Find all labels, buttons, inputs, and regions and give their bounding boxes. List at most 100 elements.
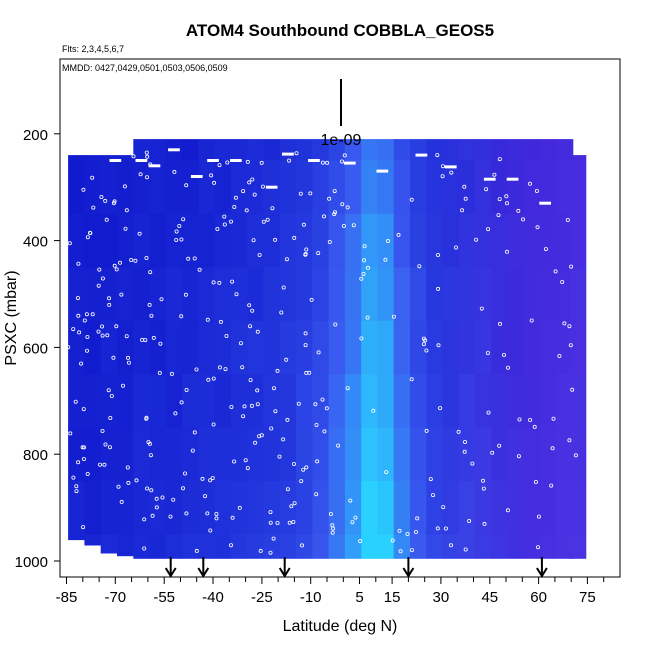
sample-marker: [304, 370, 309, 375]
sample-marker: [350, 520, 355, 525]
sample-marker: [124, 208, 129, 213]
heatmap-cell: [475, 267, 492, 322]
heatmap-cell: [198, 427, 216, 482]
heatmap-cell: [377, 374, 395, 428]
heatmap-cell: [100, 427, 118, 482]
heatmap-cell: [377, 267, 395, 322]
sample-marker: [562, 321, 567, 326]
heatmap-cell: [312, 374, 330, 428]
sample-marker: [172, 169, 177, 174]
sample-marker: [351, 223, 356, 228]
sample-marker: [209, 173, 214, 178]
heatmap-cell: [410, 427, 427, 482]
heatmap-cell: [556, 534, 574, 559]
heatmap-cell: [230, 213, 248, 268]
heatmap-cell: [279, 139, 297, 161]
heatmap-cell: [540, 374, 557, 428]
sample-marker: [535, 225, 540, 230]
sample-marker: [481, 486, 486, 491]
heatmap-cell: [410, 267, 427, 322]
heatmap-cell: [198, 213, 216, 268]
heatmap-cell: [296, 320, 313, 375]
y-tick-label: 600: [23, 340, 48, 357]
heatmap-cell: [133, 160, 151, 215]
sample-marker: [138, 172, 143, 177]
heatmap-cell: [133, 534, 151, 559]
dates-note: MMDD: 0427,0429,0501,0503,0506,0509: [62, 63, 228, 73]
flight-arrows: [164, 557, 548, 578]
heatmap-cell: [426, 139, 444, 161]
heatmap-cell: [117, 213, 134, 268]
heatmap-cell: [165, 534, 183, 559]
sample-marker: [228, 543, 233, 548]
heatmap-cell: [263, 534, 281, 559]
sample-marker: [81, 187, 86, 192]
heatmap-cell: [524, 213, 541, 268]
heatmap-cell: [328, 374, 346, 428]
sample-marker: [303, 252, 308, 257]
sample-marker: [81, 456, 86, 461]
heatmap-cell: [296, 427, 313, 482]
heatmap-cell: [149, 213, 167, 268]
sample-marker: [255, 402, 260, 407]
heatmap-cell: [68, 160, 85, 215]
sample-marker: [322, 429, 327, 434]
sample-marker: [405, 532, 410, 537]
heatmap-cell: [524, 160, 541, 215]
heatmap-cell: [214, 139, 232, 161]
heatmap-cell: [410, 160, 427, 215]
heatmap-cell: [165, 427, 183, 482]
sample-marker: [332, 212, 337, 217]
x-tick-label: -70: [104, 589, 126, 606]
sample-marker: [169, 371, 174, 376]
sample-marker: [224, 333, 229, 338]
sample-marker: [184, 387, 189, 392]
sample-marker: [336, 443, 341, 448]
heatmap-cell: [182, 320, 199, 375]
sample-marker: [331, 526, 336, 531]
sample-marker: [332, 210, 337, 215]
heatmap-cell: [214, 267, 232, 322]
sample-marker: [126, 360, 131, 365]
sample-marker: [328, 512, 333, 517]
heatmap-cell: [377, 427, 395, 482]
sample-marker: [504, 249, 509, 254]
heatmap-cell: [524, 374, 541, 428]
sample-marker: [550, 446, 555, 451]
sample-marker: [76, 460, 81, 465]
heatmap-cell: [393, 480, 411, 535]
heatmap-cell: [507, 320, 525, 375]
heatmap-cell: [458, 427, 476, 482]
heatmap-cell: [344, 320, 362, 375]
heatmap-cell: [540, 427, 557, 482]
sample-marker: [260, 184, 265, 189]
sample-marker: [277, 454, 282, 459]
heatmap-cell: [426, 534, 444, 559]
sample-marker: [327, 196, 332, 201]
sample-marker: [257, 434, 262, 439]
sample-marker: [275, 368, 280, 373]
sample-marker: [215, 226, 220, 231]
sample-marker: [171, 497, 176, 502]
heatmap-cell: [198, 139, 216, 161]
sample-marker: [96, 329, 101, 334]
heatmap-cell: [569, 534, 587, 559]
heatmap-cell: [279, 374, 297, 428]
sample-marker: [108, 445, 113, 450]
heatmap-cell: [279, 427, 297, 482]
heatmap-cell: [84, 534, 102, 546]
sample-marker: [470, 461, 475, 466]
heatmap-cell: [100, 320, 118, 375]
heatmap-cell: [296, 160, 313, 215]
sample-marker: [252, 192, 257, 197]
sample-marker: [569, 264, 574, 269]
sample-marker: [243, 458, 248, 463]
heatmap-cell: [556, 374, 574, 428]
heatmap-cell: [556, 427, 574, 482]
sample-marker: [245, 159, 250, 164]
sample-marker: [474, 237, 479, 242]
sample-marker: [211, 376, 216, 381]
sample-marker: [456, 429, 461, 434]
sample-marker: [90, 175, 95, 180]
heatmap-cell: [491, 267, 509, 322]
